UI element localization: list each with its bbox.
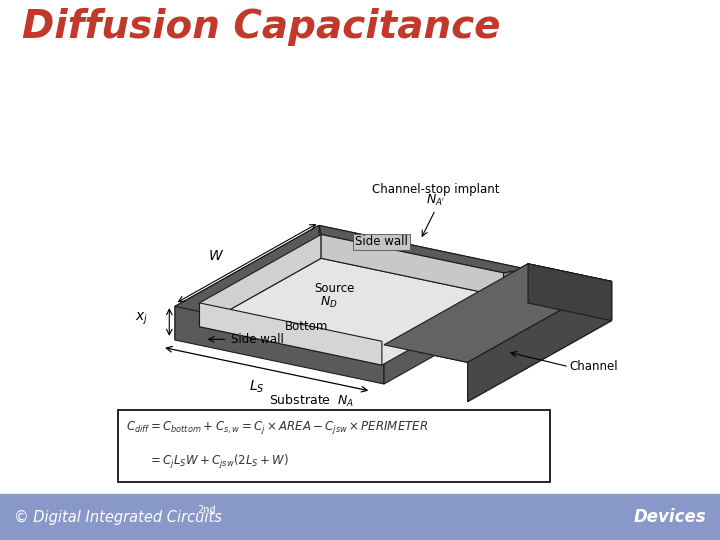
Text: Side wall: Side wall — [230, 333, 284, 346]
Polygon shape — [199, 234, 321, 327]
Text: $W$: $W$ — [208, 249, 224, 264]
Polygon shape — [199, 303, 382, 365]
Polygon shape — [175, 225, 319, 340]
Text: Side wall: Side wall — [355, 235, 408, 248]
Polygon shape — [199, 258, 503, 365]
Text: $C_{diff} = C_{bottom} + C_{s,w} = C_j \times AREA - C_{jsw} \times PERIMETER$: $C_{diff} = C_{bottom} + C_{s,w} = C_j \… — [126, 420, 428, 436]
Text: Devices: Devices — [634, 508, 706, 526]
Polygon shape — [384, 264, 528, 384]
Polygon shape — [175, 225, 321, 306]
Bar — [118, 410, 550, 482]
Polygon shape — [175, 303, 384, 350]
Polygon shape — [382, 269, 528, 350]
Polygon shape — [384, 264, 611, 362]
Text: $x_j$: $x_j$ — [135, 311, 148, 327]
Polygon shape — [467, 281, 611, 402]
Text: $N_{A'}$: $N_{A'}$ — [426, 193, 445, 208]
Polygon shape — [528, 264, 611, 321]
Text: © Digital Integrated Circuits: © Digital Integrated Circuits — [14, 510, 222, 524]
Polygon shape — [467, 281, 611, 402]
Text: $= C_j L_S W + C_{jsw}(2L_S + W)$: $= C_j L_S W + C_{jsw}(2L_S + W)$ — [148, 453, 289, 471]
Text: Substrate  $N_A$: Substrate $N_A$ — [269, 393, 355, 409]
Polygon shape — [321, 234, 503, 296]
Polygon shape — [319, 225, 528, 273]
Polygon shape — [528, 264, 611, 321]
Text: Channel: Channel — [569, 360, 618, 373]
Polygon shape — [175, 306, 384, 384]
Polygon shape — [175, 225, 528, 350]
Text: $L_S$: $L_S$ — [249, 379, 265, 395]
Bar — [0, 494, 720, 540]
Text: $N_D$: $N_D$ — [320, 295, 338, 310]
Text: Source: Source — [314, 282, 354, 295]
Polygon shape — [384, 264, 611, 362]
Text: Channel-stop implant: Channel-stop implant — [372, 183, 499, 196]
Text: 2nd: 2nd — [197, 505, 215, 515]
Text: Bottom: Bottom — [285, 320, 328, 333]
Text: Diffusion Capacitance: Diffusion Capacitance — [22, 8, 500, 46]
